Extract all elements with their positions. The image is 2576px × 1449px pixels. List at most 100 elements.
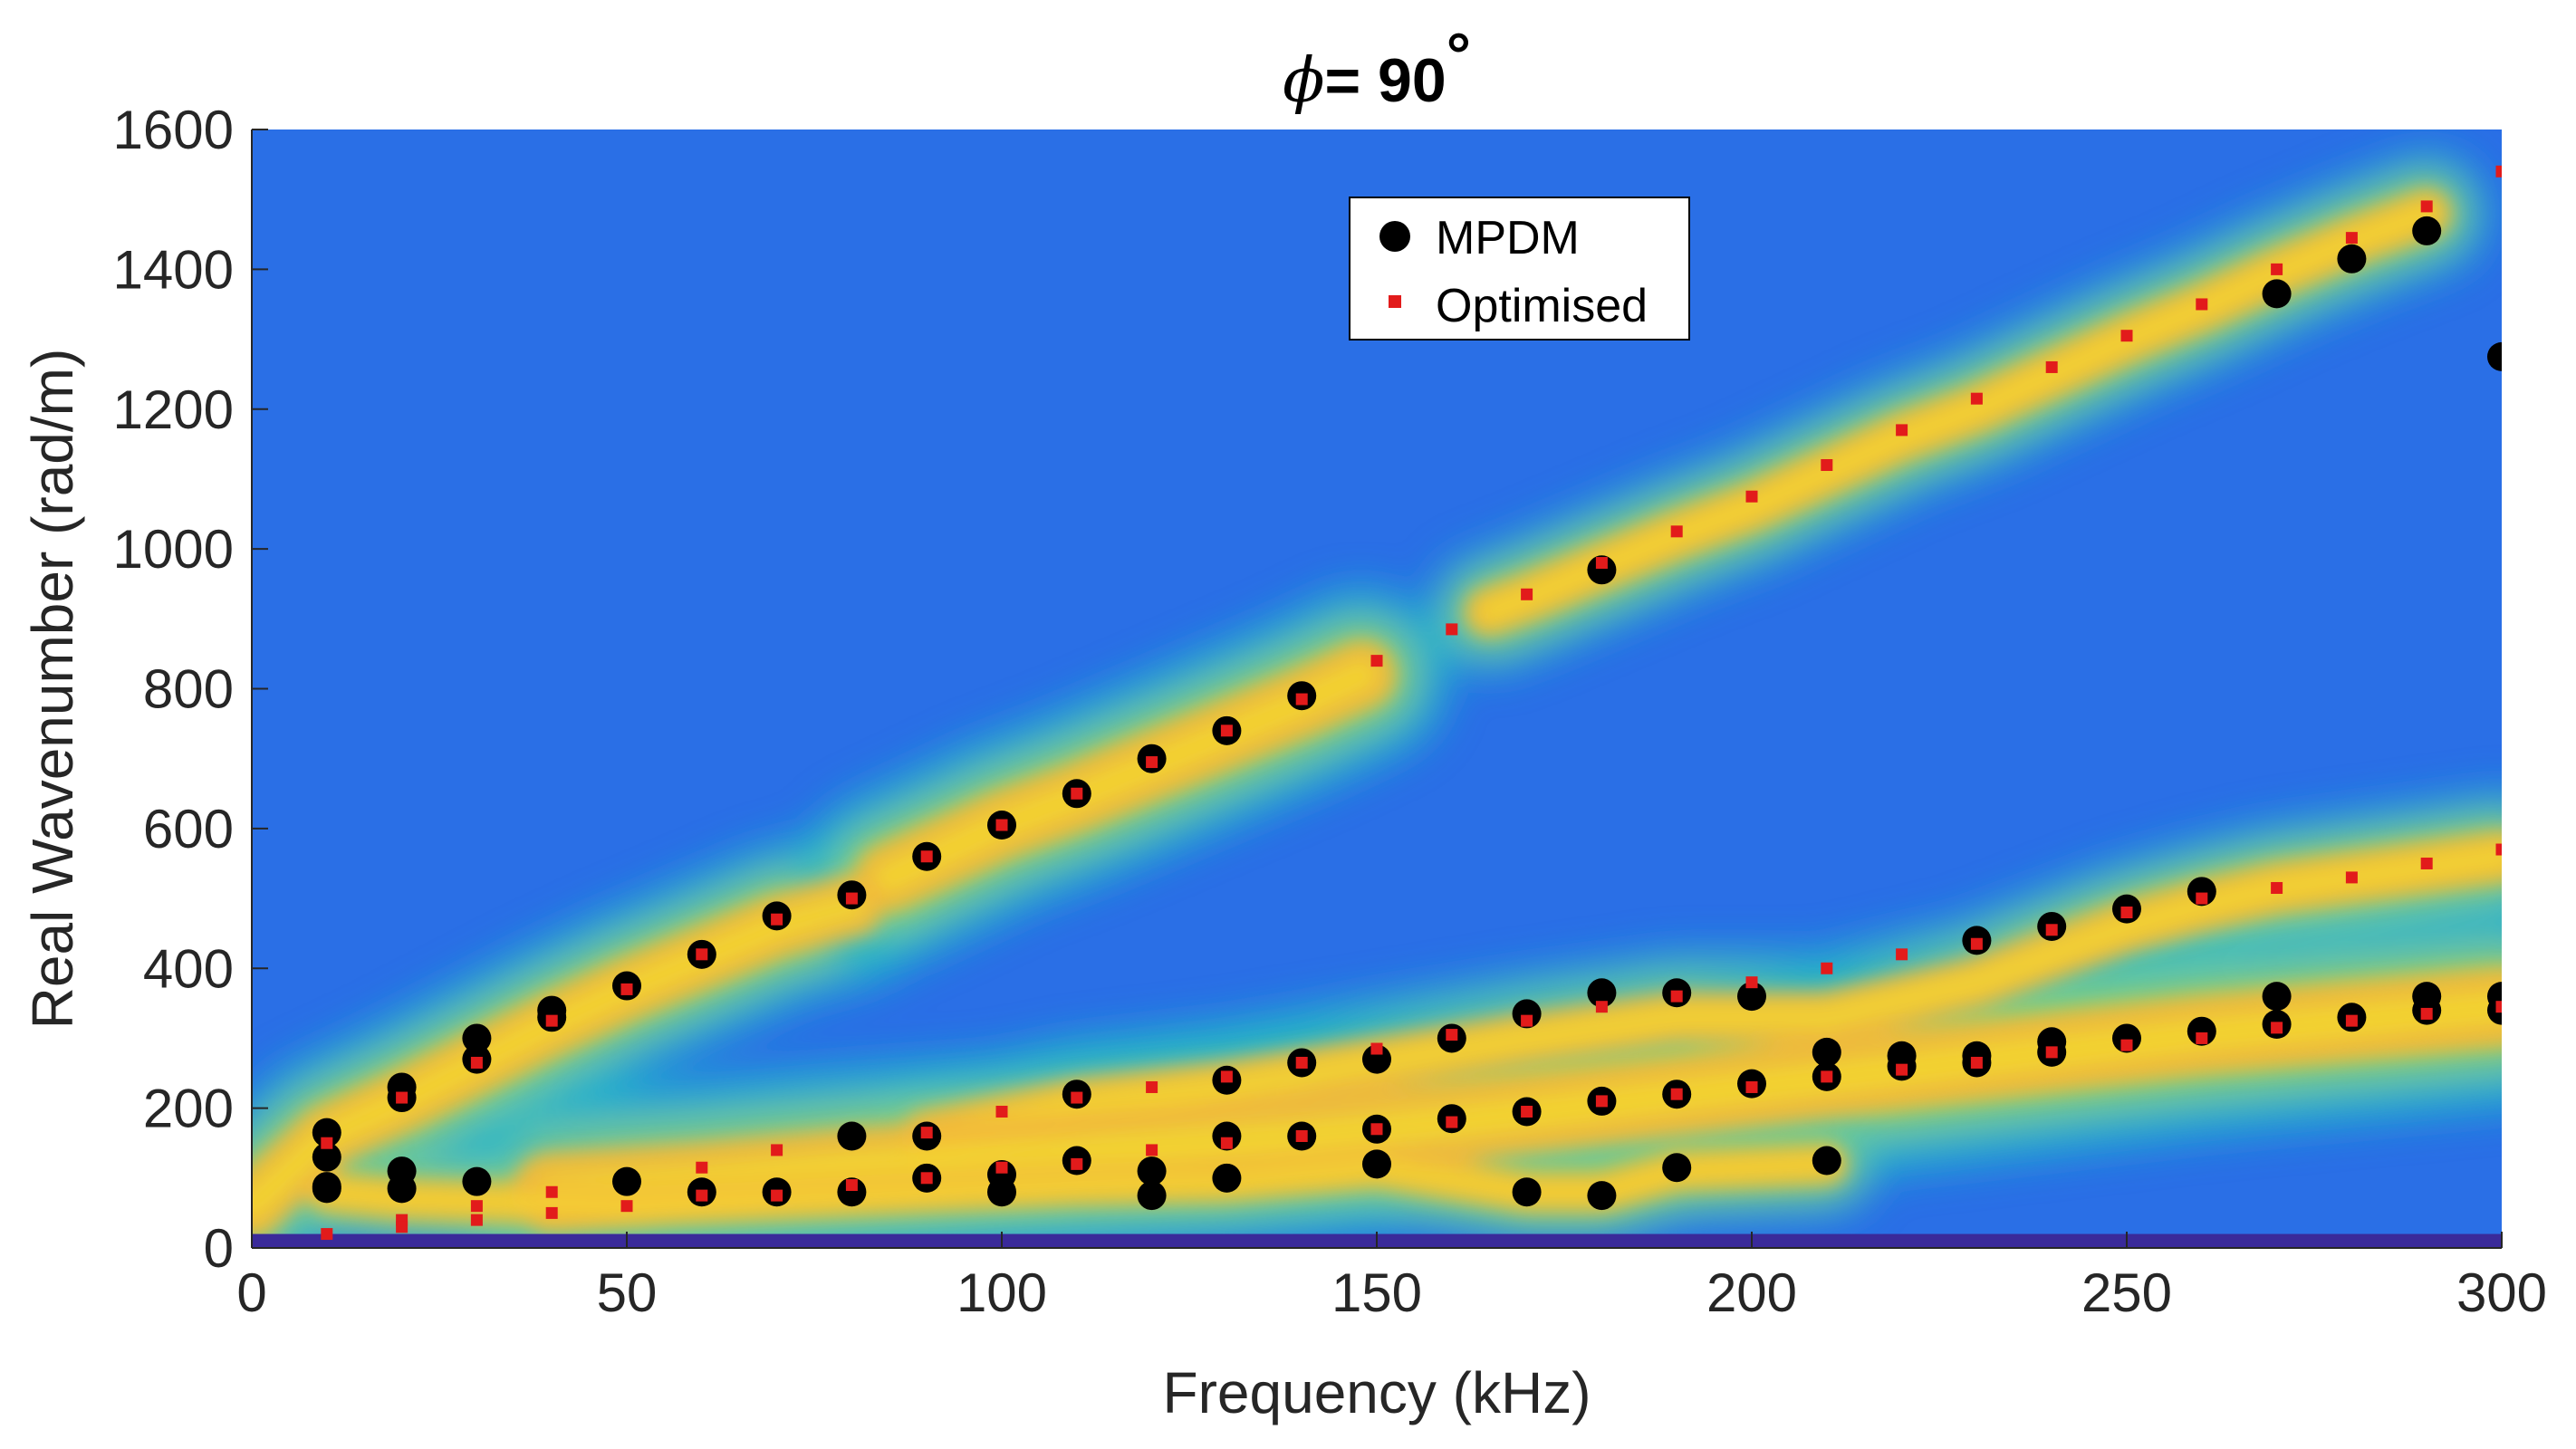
mpdm-point [1662, 1153, 1692, 1183]
optimised-point [845, 892, 858, 905]
optimised-point [545, 1014, 558, 1027]
mpdm-point [312, 1118, 341, 1147]
optimised-point [696, 1161, 708, 1174]
optimised-point [2420, 1007, 2433, 1020]
title-main: = 90 [1324, 46, 1446, 115]
mpdm-point [462, 1166, 492, 1196]
mpdm-point [1737, 982, 1766, 1012]
optimised-point [1821, 459, 1833, 471]
x-tick-label: 100 [956, 1262, 1047, 1323]
mpdm-point [1212, 1121, 1242, 1151]
optimised-point [920, 1172, 933, 1185]
optimised-point [470, 1214, 483, 1226]
optimised-point [2495, 165, 2502, 178]
mpdm-point [462, 1023, 492, 1053]
mpdm-point [1512, 999, 1542, 1029]
y-tick-label: 800 [143, 659, 234, 720]
mpdm-point [312, 1142, 341, 1172]
optimised-point [1220, 1070, 1233, 1083]
optimised-point [1220, 1137, 1233, 1149]
legend-optimised-label: Optimised [1436, 280, 1648, 332]
optimised-point [920, 1127, 933, 1139]
x-tick-label: 200 [1706, 1262, 1797, 1323]
optimised-point [2120, 330, 2133, 342]
optimised-point [2271, 1022, 2283, 1034]
optimised-point [1446, 1029, 1458, 1041]
optimised-point [1896, 1063, 1908, 1076]
mpdm-point [1587, 555, 1617, 585]
optimised-point [1745, 490, 1758, 503]
optimised-point [1595, 1095, 1608, 1108]
mpdm-point [2187, 1016, 2216, 1046]
optimised-point [1071, 787, 1083, 800]
optimised-point [1821, 962, 1833, 974]
mpdm-point [2262, 279, 2292, 309]
x-tick-label: 250 [2081, 1262, 2172, 1323]
optimised-point [771, 913, 783, 926]
chart-title: ϕ= 90° [1283, 21, 1471, 117]
optimised-point [2196, 892, 2208, 905]
optimised-point [470, 1056, 483, 1069]
mpdm-point [1362, 1044, 1391, 1074]
y-tick-label: 1400 [113, 239, 234, 300]
optimised-point [1370, 655, 1383, 667]
optimised-point [1896, 948, 1908, 961]
optimised-point [1295, 693, 1308, 705]
x-tick-label: 0 [236, 1262, 266, 1323]
optimised-point [2271, 881, 2283, 894]
optimised-point [1146, 1080, 1158, 1093]
mpdm-point [1812, 1037, 1841, 1067]
title-phi-symbol: ϕ [1283, 45, 1324, 117]
optimised-point [995, 1105, 1008, 1118]
mpdm-point [987, 1177, 1016, 1207]
optimised-point [1670, 1088, 1683, 1100]
mpdm-point [1137, 1156, 1167, 1186]
optimised-point [2271, 263, 2283, 275]
optimised-point [1071, 1091, 1083, 1104]
optimised-point [1446, 623, 1458, 636]
optimised-point [2345, 1014, 2358, 1027]
optimised-point [545, 1185, 558, 1198]
mpdm-point [1812, 1146, 1841, 1176]
axes: 0 50 100 150 200 250 300 0 200 400 600 800 1000 1200 1… [113, 100, 2548, 1323]
optimised-point [396, 1091, 409, 1104]
mpdm-point [1137, 1181, 1167, 1211]
mpdm-point [2337, 244, 2367, 273]
optimised-point [1370, 1123, 1383, 1136]
optimised-point [2495, 1001, 2502, 1013]
optimised-point [1446, 1116, 1458, 1128]
x-axis-label: Frequency (kHz) [1163, 1360, 1591, 1425]
optimised-point [2045, 1046, 2058, 1059]
optimised-point [771, 1144, 783, 1156]
optimised-point [620, 1200, 633, 1213]
optimised-point [545, 1206, 558, 1219]
x-tick-label: 50 [597, 1262, 658, 1323]
optimised-point [1670, 990, 1683, 1003]
ridge-peak-2 [1479, 203, 2437, 622]
y-axis-label: Real Wavenumber (rad/m) [20, 349, 85, 1030]
x-tick-label: 300 [2456, 1262, 2547, 1323]
y-tick-label: 600 [143, 799, 234, 859]
optimised-point [1220, 724, 1233, 737]
optimised-point [2345, 871, 2358, 884]
optimised-point [321, 1228, 333, 1241]
mpdm-point [2187, 877, 2216, 907]
optimised-point [1146, 1144, 1158, 1156]
ridge-peak-3 [916, 846, 2502, 1147]
optimised-point [2120, 907, 2133, 918]
optimised-point [771, 1189, 783, 1202]
optimised-point [1295, 1130, 1308, 1142]
legend-mpdm-marker [1379, 221, 1410, 252]
optimised-point [1821, 1070, 1833, 1083]
mpdm-point [837, 1177, 867, 1207]
mpdm-point [2112, 1023, 2141, 1053]
optimised-point [696, 1189, 708, 1202]
legend-optimised-marker [1389, 295, 1401, 308]
optimised-point [2420, 200, 2433, 213]
mpdm-point [1587, 978, 1617, 1008]
optimised-point [1670, 525, 1683, 538]
mpdm-point [312, 1174, 341, 1204]
optimised-point [2196, 1032, 2208, 1044]
optimised-point [2345, 232, 2358, 245]
